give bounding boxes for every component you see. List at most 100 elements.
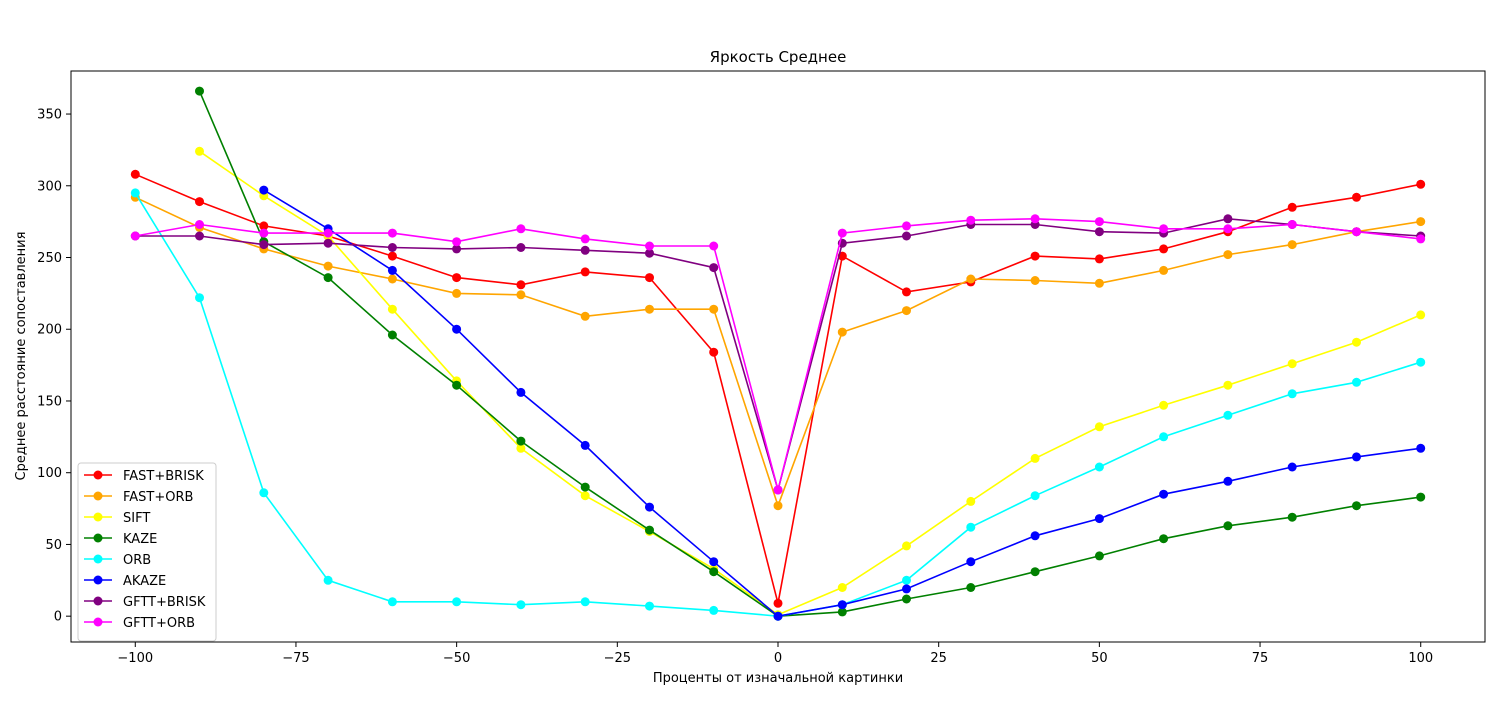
data-point: [966, 496, 976, 506]
data-point: [773, 501, 783, 511]
data-point: [1030, 214, 1040, 224]
data-point: [709, 557, 719, 567]
legend-marker: [93, 533, 103, 543]
data-point: [1159, 534, 1169, 544]
x-tick-label: −25: [604, 651, 631, 666]
series-line: [135, 217, 1421, 493]
data-point: [1287, 512, 1297, 522]
data-point: [773, 598, 783, 608]
data-point: [1094, 227, 1104, 237]
data-point: [1094, 217, 1104, 227]
data-point: [1223, 521, 1233, 531]
data-point: [1159, 265, 1169, 275]
data-point: [1352, 337, 1361, 347]
legend-item: KAZE: [84, 532, 157, 547]
x-tick-label: 75: [1252, 651, 1269, 666]
data-point: [516, 243, 526, 252]
data-point: [709, 567, 719, 577]
data-point: [1094, 514, 1104, 524]
data-point: [1094, 551, 1104, 561]
data-point: [709, 304, 719, 314]
data-point: [1159, 224, 1169, 234]
data-point: [709, 263, 719, 273]
legend-label: AKAZE: [123, 574, 166, 589]
series-kaze: [195, 86, 1426, 621]
data-point: [837, 607, 847, 617]
data-point: [1223, 250, 1233, 260]
x-tick-label: 100: [1408, 651, 1433, 666]
data-point: [516, 290, 526, 300]
data-point: [452, 380, 462, 390]
data-point: [966, 583, 976, 592]
data-point: [195, 220, 204, 229]
data-point: [452, 273, 462, 283]
legend-item: GFTT+ORB: [84, 616, 195, 631]
data-point: [1159, 244, 1169, 254]
legend-item: AKAZE: [84, 574, 166, 589]
data-point: [837, 600, 847, 610]
data-point: [1352, 227, 1361, 237]
data-point: [452, 288, 462, 298]
legend-label: KAZE: [123, 532, 157, 547]
series-layer: [130, 86, 1426, 621]
data-point: [516, 224, 526, 234]
y-tick-label: 300: [37, 179, 62, 194]
data-point: [387, 265, 397, 275]
data-point: [580, 245, 590, 255]
data-point: [516, 280, 526, 290]
data-point: [323, 575, 333, 585]
legend-marker: [93, 491, 103, 501]
legend-marker: [93, 512, 103, 522]
data-point: [902, 541, 911, 551]
data-point: [1030, 531, 1040, 541]
data-point: [837, 583, 847, 592]
y-tick-label: 200: [37, 323, 62, 338]
data-point: [516, 436, 526, 446]
data-point: [966, 522, 976, 532]
y-tick-label: 50: [45, 538, 62, 553]
data-point: [1287, 389, 1297, 399]
data-point: [902, 575, 911, 585]
data-point: [645, 502, 654, 512]
data-point: [902, 221, 911, 231]
data-point: [516, 443, 526, 453]
data-point: [259, 240, 269, 250]
axes-layer: −100 −75 −50 −25 0 25 50 75 100 0 50 100 150 200 250 30…: [37, 70, 1486, 666]
legend-marker: [93, 617, 103, 627]
legend-marker: [93, 596, 103, 606]
legend-marker: [93, 470, 103, 480]
data-point: [1159, 489, 1169, 499]
legend-label: FAST+ORB: [123, 490, 193, 505]
data-point: [645, 248, 654, 258]
data-point: [387, 304, 397, 314]
data-point: [645, 601, 654, 611]
data-point: [452, 597, 462, 607]
data-point: [387, 243, 397, 252]
series-gftt-orb: [130, 214, 1426, 495]
legend-item: GFTT+BRISK: [84, 595, 206, 610]
legend-label: GFTT+BRISK: [123, 595, 206, 610]
data-point: [709, 241, 719, 251]
data-point: [966, 274, 976, 284]
data-point: [195, 86, 204, 96]
data-point: [1416, 357, 1426, 367]
data-point: [1159, 432, 1169, 442]
series-akaze: [259, 185, 1426, 621]
data-point: [709, 605, 719, 615]
legend-item: FAST+BRISK: [84, 469, 204, 484]
data-point: [580, 597, 590, 607]
data-point: [130, 231, 140, 241]
data-point: [773, 611, 783, 621]
data-point: [580, 491, 590, 501]
y-tick-label: 100: [37, 466, 62, 481]
data-point: [902, 584, 911, 594]
data-point: [645, 525, 654, 535]
data-point: [516, 387, 526, 397]
data-point: [259, 488, 269, 498]
x-axis-label: Проценты от изначальной картинки: [653, 671, 903, 686]
data-point: [1416, 234, 1426, 244]
data-point: [1094, 422, 1104, 432]
x-tick-label: −100: [117, 651, 153, 666]
data-point: [452, 244, 462, 254]
